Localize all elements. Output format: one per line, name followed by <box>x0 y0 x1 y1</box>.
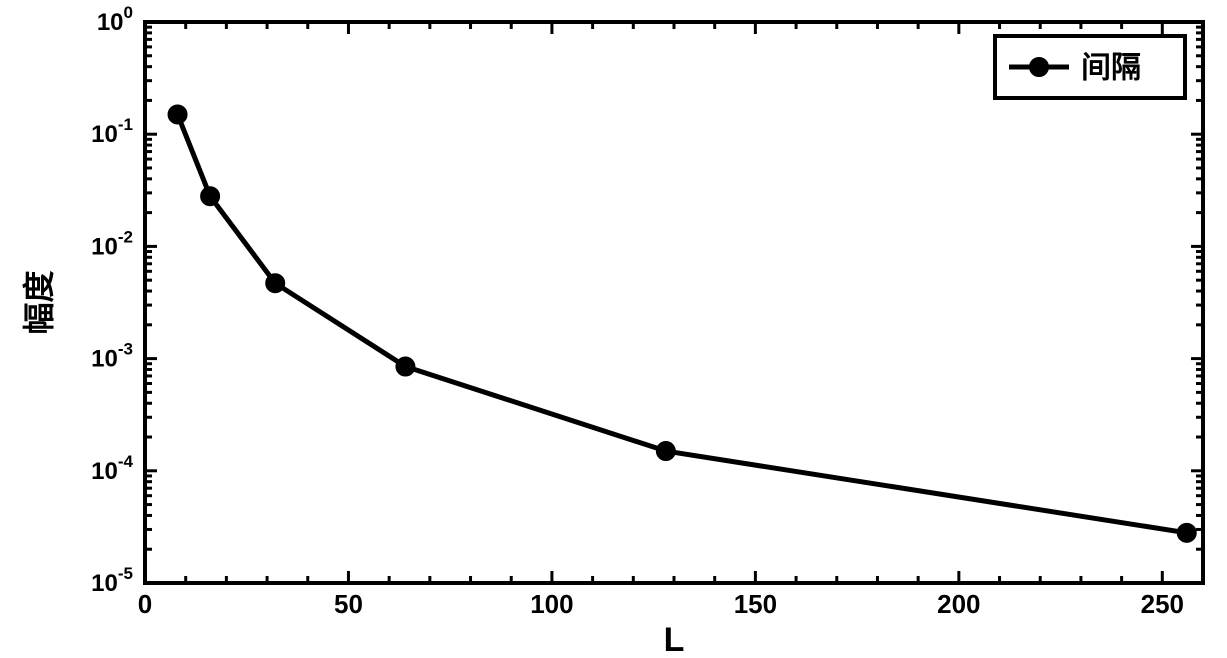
legend-sample-marker <box>1030 58 1048 76</box>
series-marker <box>1178 524 1196 542</box>
x-axis-label: L <box>664 621 685 658</box>
x-tick-label: 150 <box>734 589 777 619</box>
chart-container: 050100150200250L10-510-410-310-210-1100幅… <box>0 0 1227 658</box>
legend-label: 间隔 <box>1081 52 1141 85</box>
x-tick-label: 200 <box>937 589 980 619</box>
x-tick-label: 250 <box>1141 589 1184 619</box>
x-tick-label: 0 <box>138 589 152 619</box>
series-marker <box>396 358 414 376</box>
x-tick-label: 50 <box>334 589 363 619</box>
series-marker <box>169 105 187 123</box>
series-marker <box>657 442 675 460</box>
series-marker <box>266 274 284 292</box>
x-tick-label: 100 <box>530 589 573 619</box>
series-marker <box>201 187 219 205</box>
line-chart: 050100150200250L10-510-410-310-210-1100幅… <box>0 0 1227 658</box>
y-axis-label: 幅度 <box>21 270 57 334</box>
